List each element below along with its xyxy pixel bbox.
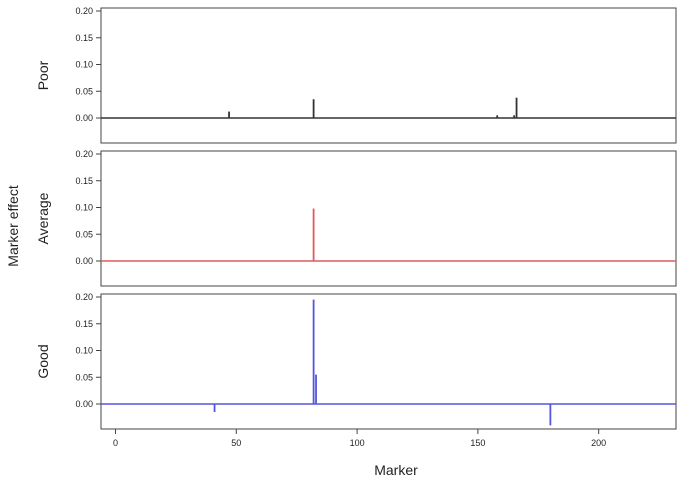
y-tick-label: 0.20	[75, 149, 93, 159]
x-axis: 0 50 100 150 200	[113, 429, 606, 448]
panel-label: Good	[35, 344, 51, 378]
y-tick-label: 0.15	[75, 176, 93, 186]
y-tick-label: 0.05	[75, 372, 93, 382]
x-tick-label: 0	[113, 438, 118, 448]
x-axis-title: Marker	[374, 462, 418, 478]
y-tick-label: 0.10	[75, 346, 93, 356]
y-tick-label: 0.00	[75, 256, 93, 266]
y-tick-label: 0.20	[75, 6, 93, 16]
y-tick-label: 0.05	[75, 229, 93, 239]
panel-frame	[100, 293, 677, 430]
panel-average: 0.00 0.05 0.10 0.15 0.20 Average	[35, 149, 677, 287]
y-tick-label: 0.15	[75, 33, 93, 43]
panel-frame	[100, 7, 677, 144]
y-tick-label: 0.10	[75, 60, 93, 70]
y-tick-label: 0.10	[75, 203, 93, 213]
panel-label: Poor	[35, 60, 51, 90]
panel-good: 0.00 0.05 0.10 0.15 0.20 Good	[35, 292, 677, 430]
panel-poor: 0.00 0.05 0.10 0.15 0.20 Poor	[35, 6, 677, 144]
y-tick-label: 0.00	[75, 399, 93, 409]
y-tick-label: 0.15	[75, 319, 93, 329]
y-axis-title: Marker effect	[5, 185, 21, 267]
x-tick-label: 50	[231, 438, 241, 448]
chart-panels: 0.00 0.05 0.10 0.15 0.20 Poor 0.00 0.05 0.10 0.15…	[35, 6, 677, 430]
y-tick-label: 0.00	[75, 113, 93, 123]
y-tick-label: 0.20	[75, 292, 93, 302]
x-tick-label: 100	[350, 438, 365, 448]
panel-label: Average	[35, 192, 51, 244]
x-tick-label: 150	[470, 438, 485, 448]
panel-frame	[100, 150, 677, 287]
y-tick-label: 0.05	[75, 86, 93, 96]
x-tick-label: 200	[591, 438, 606, 448]
